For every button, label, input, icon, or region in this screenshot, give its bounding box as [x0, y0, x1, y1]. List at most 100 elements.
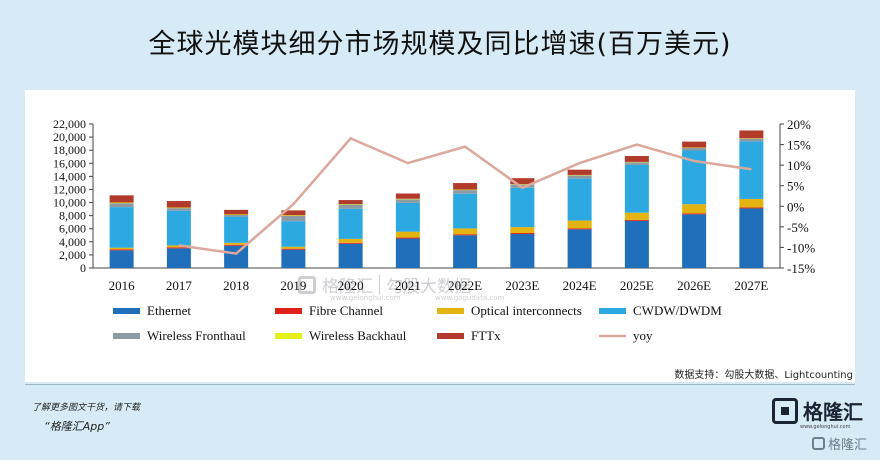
bar-segment — [166, 207, 191, 209]
corner-watermark: 格隆汇 — [812, 434, 867, 453]
bar-segment — [281, 215, 306, 222]
bar-segment — [624, 219, 649, 221]
bar-segment — [567, 228, 592, 230]
y-tick-label-left: 8,000 — [59, 209, 86, 223]
y-tick-label-right: 20% — [787, 117, 811, 132]
bar-segment — [109, 249, 134, 251]
bar-segment — [224, 244, 249, 246]
y-tick-label-right: 5% — [787, 179, 805, 194]
y-tick-label-right: -5% — [787, 220, 809, 235]
bar-segment — [109, 195, 134, 203]
bar-segment — [510, 178, 535, 185]
y-tick-label-left: 2,000 — [59, 248, 86, 262]
y-tick-label-left: 10,000 — [53, 196, 86, 210]
bar-segment — [567, 178, 592, 221]
bar-segment — [166, 248, 191, 268]
bar-segment — [224, 214, 249, 217]
brand-name: 格隆汇 — [803, 400, 863, 424]
x-tick-label: 2021 — [395, 278, 421, 293]
bar-segment — [224, 214, 249, 215]
bar-segment — [224, 216, 249, 243]
bar-segment — [682, 214, 707, 268]
legend-label: Optical interconnects — [471, 303, 582, 318]
bar-segment — [109, 207, 134, 248]
bar-segment — [624, 162, 649, 165]
legend-label: CWDW/DWDM — [633, 303, 722, 318]
bar-segment — [453, 190, 478, 194]
legend-label: FTTx — [471, 328, 501, 343]
bar-segment — [281, 210, 306, 216]
x-tick-label: 2018 — [223, 278, 249, 293]
bar-segment — [109, 247, 134, 250]
footer-divider — [25, 384, 855, 385]
footer-app-name: “格隆汇App” — [44, 420, 110, 433]
bar-segment — [224, 242, 249, 245]
bar-segment — [739, 207, 764, 209]
bar-segment — [567, 175, 592, 179]
bar-segment — [395, 199, 420, 203]
bar-segment — [453, 234, 478, 236]
y-tick-label-right: -15% — [787, 261, 815, 276]
bar-segment — [395, 237, 420, 239]
bar-segment — [281, 248, 306, 250]
x-tick-label: 2017 — [166, 278, 193, 293]
y-tick-label-right: 15% — [787, 138, 811, 153]
bar-segment — [453, 228, 478, 235]
x-tick-label: 2026E — [677, 278, 711, 293]
bar-segment — [395, 238, 420, 268]
bar-segment — [510, 187, 535, 228]
bar-segment — [395, 202, 420, 232]
bar-segment — [682, 147, 707, 151]
bar-segment — [624, 220, 649, 268]
chart-title: 全球光模块细分市场规模及同比增速(百万美元) — [148, 29, 732, 60]
bar-segment — [281, 249, 306, 268]
legend-swatch — [275, 333, 302, 339]
bar-segment — [166, 210, 191, 246]
bar-segment — [224, 245, 249, 268]
x-tick-label: 2027E — [734, 278, 768, 293]
bar-segment — [624, 212, 649, 220]
bar-segment — [338, 242, 363, 244]
legend-label: Wireless Fronthaul — [147, 328, 246, 343]
bar-segment — [395, 198, 420, 200]
bar-segment — [166, 201, 191, 208]
legend-label: Fibre Channel — [309, 303, 383, 318]
yoy-line — [178, 136, 752, 255]
bar-segment — [109, 250, 134, 268]
x-tick-label: 2023E — [505, 278, 539, 293]
footer-note: 了解更多图文干货，请下载 — [32, 403, 141, 413]
bar-segment — [338, 243, 363, 268]
y-tick-label-left: 20,000 — [53, 130, 86, 144]
corner-brand-name: 格隆汇 — [828, 438, 868, 453]
bar-segment — [338, 208, 363, 239]
legend-swatch — [113, 308, 140, 314]
legend-label: Ethernet — [147, 303, 191, 318]
bar-segment — [338, 204, 363, 209]
brand-logo: 格隆汇 — [772, 396, 863, 425]
y-tick-label-left: 0 — [80, 261, 86, 275]
bar-segment — [109, 202, 134, 204]
bar-segment — [739, 198, 764, 208]
brand-logo-icon — [772, 397, 798, 424]
chart-svg: 02,0004,0006,0008,00010,00012,00014,0001… — [53, 117, 815, 343]
x-tick-label: 2020 — [338, 278, 364, 293]
bar-segment — [109, 203, 134, 208]
legend-swatch — [437, 333, 464, 339]
bar-segment — [624, 156, 649, 162]
y-tick-label-left: 22,000 — [53, 117, 86, 131]
bar-segment — [224, 209, 249, 215]
bar-segment — [510, 233, 535, 268]
bar-segment — [338, 238, 363, 243]
bar-segment — [281, 246, 306, 249]
bar-segment — [682, 141, 707, 148]
source-note: 数据支持：勾股大数据、Lightcounting — [674, 370, 853, 381]
bar-segment — [338, 200, 363, 204]
bar-segment — [567, 220, 592, 229]
x-tick-label: 2024E — [563, 278, 597, 293]
bar-segment — [453, 235, 478, 268]
y-tick-label-left: 14,000 — [53, 169, 86, 183]
y-tick-label-left: 4,000 — [59, 235, 86, 249]
bar-segment — [567, 229, 592, 268]
bar-segment — [166, 208, 191, 211]
bar-segment — [682, 213, 707, 215]
